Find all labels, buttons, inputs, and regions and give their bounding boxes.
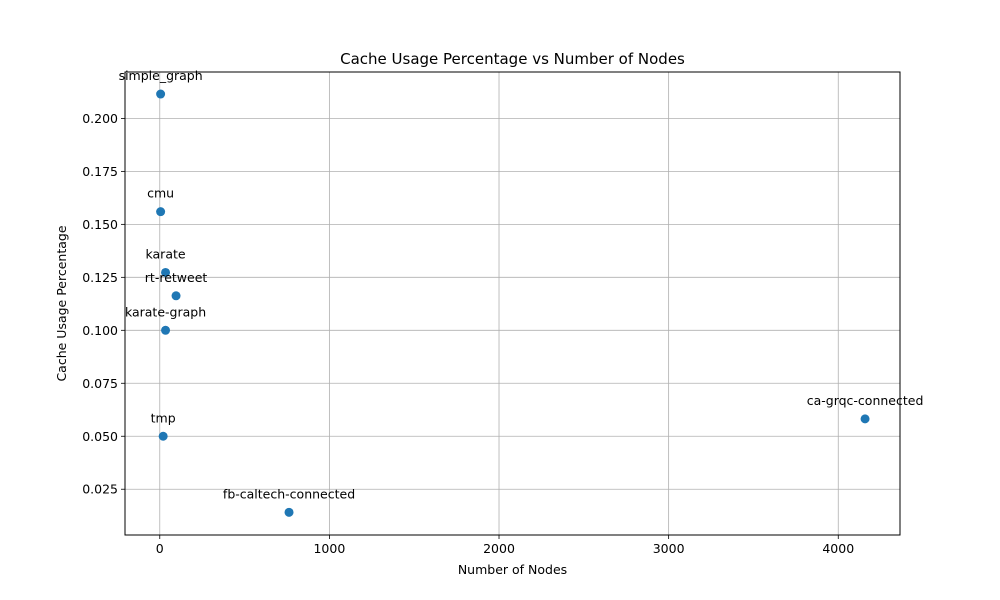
x-tick-label: 4000 [822,541,854,556]
y-tick-label: 0.100 [82,323,118,338]
y-tick-label: 0.075 [82,376,118,391]
point-label: rt-retweet [145,270,208,285]
x-tick-label: 3000 [653,541,685,556]
y-tick-label: 0.025 [82,482,118,497]
y-tick-label: 0.175 [82,164,118,179]
y-axis-label: Cache Usage Percentage [54,225,69,381]
plot-frame [124,71,901,536]
y-tick-label: 0.125 [82,270,118,285]
grid [125,72,900,535]
x-axis-label: Number of Nodes [458,562,567,577]
y-tick-label: 0.050 [82,429,118,444]
data-point [156,207,166,217]
x-axis-ticks: 0 1000 2000 3000 4000 [156,535,854,556]
point-label: karate [146,246,186,261]
point-label: cmu [147,186,174,201]
y-axis-ticks: 0.025 0.050 0.075 0.100 0.125 0.150 0.175 0.200 [82,111,125,497]
point-label: ca-grqc-connected [807,393,924,408]
y-tick-label: 0.200 [82,111,118,126]
x-tick-label: 1000 [313,541,345,556]
point-label: fb-caltech-connected [223,486,355,501]
point-label: tmp [151,410,176,425]
data-point [171,291,181,301]
data-point [860,414,870,424]
y-tick-label: 0.150 [82,217,118,232]
x-tick-label: 0 [156,541,164,556]
chart-title: Cache Usage Percentage vs Number of Node… [340,50,685,68]
point-label: simple_graph [119,68,203,83]
data-point [284,507,294,517]
x-tick-label: 2000 [483,541,515,556]
data-point [156,89,166,99]
data-point [158,431,168,441]
data-point [161,325,171,335]
data-point [161,267,171,277]
point-label: karate-graph [125,304,206,319]
data-points [156,89,870,517]
